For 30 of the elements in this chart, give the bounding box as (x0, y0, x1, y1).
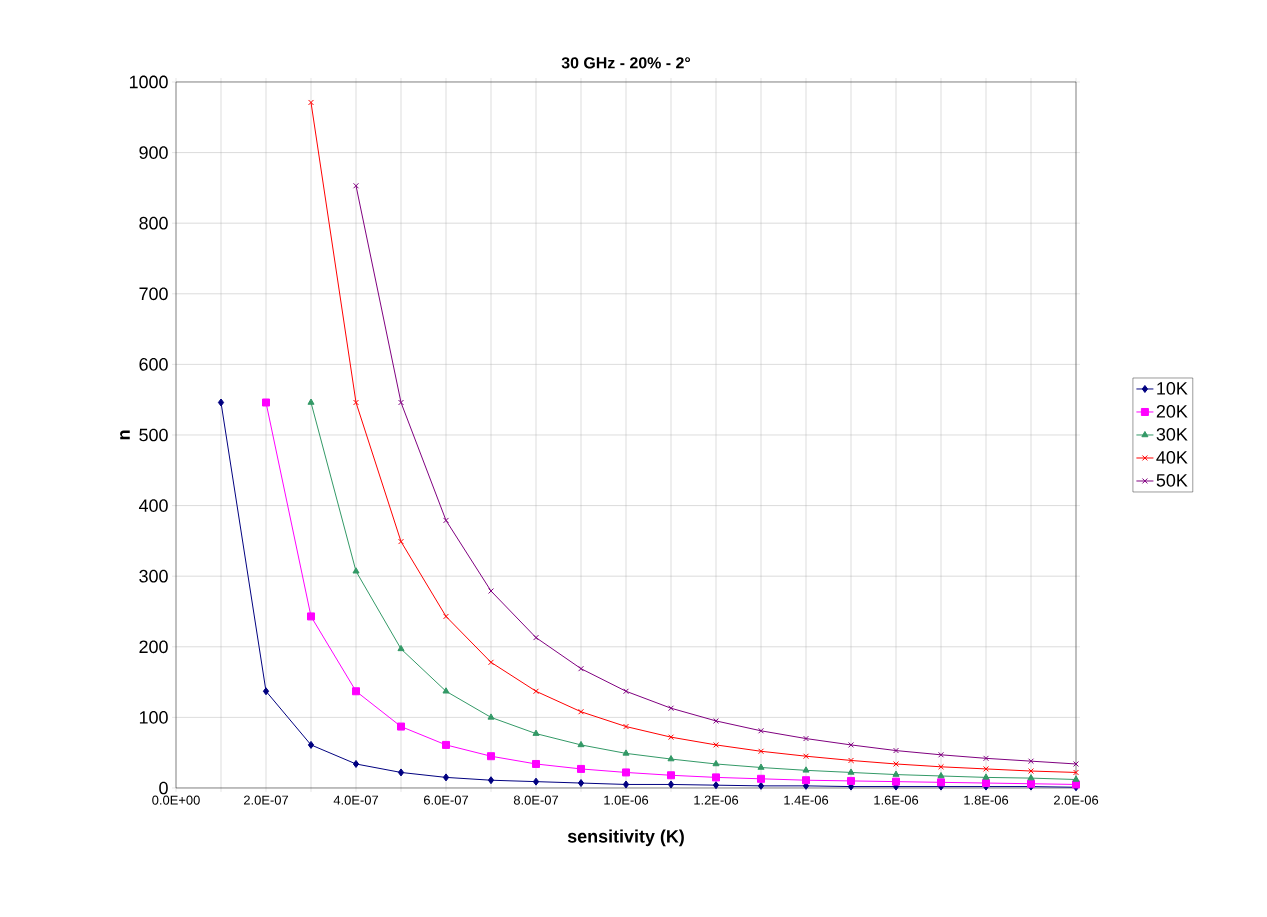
x-axis-title: sensitivity (K) (567, 829, 684, 847)
y-tick-label: 900 (139, 146, 168, 159)
y-tick-label: 500 (139, 428, 168, 442)
y-tick-label: 400 (138, 499, 168, 512)
x-tick-label: 1.2E-06 (694, 795, 739, 805)
legend-label: 20K (1156, 404, 1188, 418)
y-tick-label: 700 (139, 287, 168, 301)
y-tick-label: 0 (159, 781, 168, 795)
chart-title: 30 GHz - 20% - 2° (561, 57, 691, 69)
x-tick-label: 4.0E-07 (333, 795, 379, 805)
x-tick-label: 1.6E-06 (874, 795, 919, 805)
y-tick-label: 800 (139, 216, 168, 230)
y-tick-label: 600 (139, 358, 168, 371)
x-tick-label: 1.4E-06 (784, 795, 829, 805)
legend-label: 40K (1156, 450, 1188, 464)
x-tick-label: 8.0E-07 (513, 795, 559, 805)
x-tick-label: 2.0E-07 (243, 795, 289, 805)
x-tick-label: 0.0E+00 (152, 795, 200, 805)
y-tick-label: 100 (139, 711, 168, 724)
legend-label: 30K (1156, 427, 1188, 441)
y-tick-label: 300 (139, 569, 168, 583)
x-tick-label: 1.0E-06 (604, 795, 649, 805)
legend-label: 10K (1157, 381, 1188, 395)
legend-label: 50K (1156, 473, 1188, 487)
x-tick-label: 2.0E-06 (1053, 795, 1099, 805)
x-tick-label: 6.0E-07 (423, 795, 469, 805)
y-tick-label: 200 (139, 640, 168, 654)
x-tick-label: 1.8E-06 (964, 795, 1009, 805)
y-axis-title: n (120, 430, 130, 440)
y-tick-label: 1000 (129, 75, 168, 89)
